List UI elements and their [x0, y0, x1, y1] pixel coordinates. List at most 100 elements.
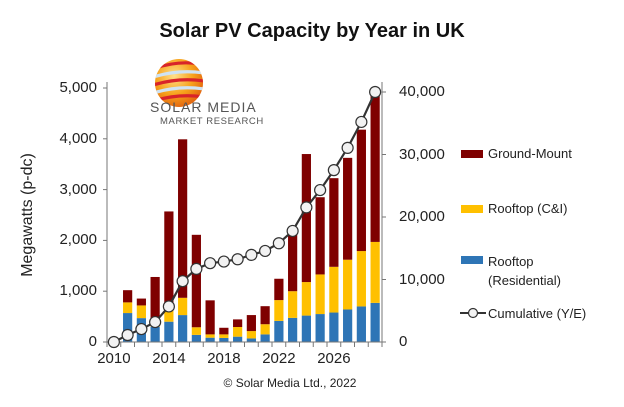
bar-rooftop-residential-2013: [150, 326, 160, 342]
bar-rooftop-residential-2016: [191, 334, 201, 342]
cumulative-point-2012: [135, 322, 148, 336]
cumulative-point-2015: [176, 275, 189, 288]
bar-rooftop-c-i-2015: [178, 297, 188, 316]
x-tick-label: 2018: [207, 350, 241, 367]
cumulative-point-2027: [341, 141, 354, 154]
bar-rooftop-residential-2014: [164, 321, 174, 342]
cumulative-point-2014: [162, 300, 175, 313]
bar-rooftop-c-i-2025: [315, 274, 325, 315]
cumulative-point-2025: [314, 183, 327, 197]
cumulative-point-2029: [369, 85, 382, 99]
cumulative-point-2024: [300, 201, 313, 214]
bar-ground-mount-2028: [356, 129, 366, 252]
y-tick-label: 1,000: [59, 282, 97, 300]
bar-rooftop-c-i-2029: [370, 241, 380, 303]
bar-rooftop-c-i-2023: [288, 291, 298, 318]
bar-rooftop-c-i-2021: [260, 324, 270, 335]
bar-ground-mount-2024: [301, 154, 311, 283]
bar-ground-mount-2026: [329, 178, 339, 267]
bar-ground-mount-2014: [164, 211, 174, 310]
bar-ground-mount-2021: [260, 306, 270, 325]
bar-rooftop-c-i-2028: [356, 251, 366, 307]
cumulative-point-2020: [245, 248, 258, 261]
bar-rooftop-c-i-2027: [343, 259, 353, 310]
cumulative-point-2026: [327, 164, 340, 177]
bar-rooftop-residential-2029: [370, 302, 380, 342]
logo-subtext: MARKET RESEARCH: [160, 116, 264, 127]
cumulative-point-2017: [204, 257, 217, 270]
bar-rooftop-residential-2019: [233, 336, 243, 342]
x-tick-label: 2022: [262, 350, 296, 367]
legend-swatch-rooftop-ci: [461, 205, 483, 213]
bar-ground-mount-2017: [205, 300, 215, 335]
legend-marker-cumulative: [460, 307, 486, 319]
bar-rooftop-c-i-2017: [205, 334, 215, 338]
bar-rooftop-c-i-2024: [301, 282, 311, 316]
cumulative-point-2013: [149, 315, 162, 329]
bar-ground-mount-2018: [219, 327, 229, 335]
bar-ground-mount-2029: [370, 94, 380, 242]
bar-rooftop-residential-2022: [274, 320, 284, 342]
bar-ground-mount-2012: [136, 298, 146, 306]
y-tick-label: 4,000: [59, 129, 97, 147]
bar-ground-mount-2015: [178, 139, 188, 298]
y2-tick-label: 30,000: [399, 145, 445, 163]
bar-rooftop-residential-2024: [301, 315, 311, 342]
bar-rooftop-residential-2023: [288, 317, 298, 342]
bar-ground-mount-2020: [246, 315, 256, 332]
bar-rooftop-residential-2011: [123, 313, 133, 342]
y-tick-label: 0: [88, 333, 97, 350]
bar-ground-mount-2016: [191, 234, 201, 328]
cumulative-point-2016: [190, 262, 203, 275]
bar-rooftop-residential-2025: [315, 314, 325, 342]
logo-text: SOLAR MEDIA: [150, 99, 257, 115]
bar-rooftop-c-i-2020: [246, 331, 256, 339]
bar-rooftop-c-i-2012: [136, 305, 146, 319]
y2-tick-label: 40,000: [399, 83, 445, 100]
y2-tick-label: 20,000: [399, 208, 445, 225]
cumulative-point-2010: [107, 335, 120, 349]
legend-label-rooftop-ci: Rooftop (C&I): [488, 201, 568, 216]
cumulative-point-2028: [355, 115, 368, 129]
legend-label-rooftop-residential: Rooftop (Residential): [488, 254, 561, 288]
bar-ground-mount-2023: [288, 234, 298, 292]
bar-rooftop-c-i-2018: [219, 334, 229, 338]
y2-tick-label: 10,000: [399, 270, 445, 288]
bar-rooftop-residential-2027: [343, 309, 353, 342]
bar-rooftop-residential-2017: [205, 337, 215, 342]
bar-ground-mount-2025: [315, 197, 325, 275]
copyright-footer: © Solar Media Ltd., 2022: [223, 376, 357, 390]
cumulative-point-2022: [272, 237, 285, 250]
bar-rooftop-residential-2020: [246, 338, 256, 342]
legend-swatch-ground-mount: [461, 150, 483, 158]
y-tick-label: 3,000: [59, 180, 97, 198]
x-tick-label: 2014: [152, 350, 186, 367]
cumulative-point-2021: [259, 244, 272, 258]
bar-rooftop-c-i-2022: [274, 300, 284, 321]
bar-ground-mount-2022: [274, 278, 284, 301]
y-tick-label: 5,000: [59, 79, 97, 96]
bar-ground-mount-2019: [233, 319, 243, 328]
y2-tick-label: 0: [399, 333, 408, 350]
bar-rooftop-c-i-2016: [191, 327, 201, 335]
bar-rooftop-residential-2026: [329, 312, 339, 342]
cumulative-point-2018: [217, 255, 230, 268]
bar-ground-mount-2011: [123, 290, 133, 303]
bar-rooftop-residential-2021: [260, 334, 270, 342]
legend-label-ground-mount: Ground-Mount: [488, 146, 572, 161]
bar-ground-mount-2027: [343, 157, 353, 260]
bar-rooftop-residential-2028: [356, 306, 366, 342]
bar-rooftop-c-i-2011: [123, 302, 133, 314]
y-tick-label: 2,000: [59, 231, 97, 249]
bar-rooftop-residential-2015: [178, 315, 188, 342]
bar-rooftop-residential-2018: [219, 337, 229, 342]
bar-rooftop-c-i-2014: [164, 309, 174, 322]
bar-ground-mount-2013: [150, 276, 160, 323]
legend-label-cumulative: Cumulative (Y/E): [488, 306, 587, 321]
cumulative-point-2019: [231, 253, 244, 266]
x-tick-label: 2026: [317, 350, 351, 367]
bar-rooftop-c-i-2026: [329, 266, 339, 313]
x-tick-label: 2010: [97, 350, 131, 367]
